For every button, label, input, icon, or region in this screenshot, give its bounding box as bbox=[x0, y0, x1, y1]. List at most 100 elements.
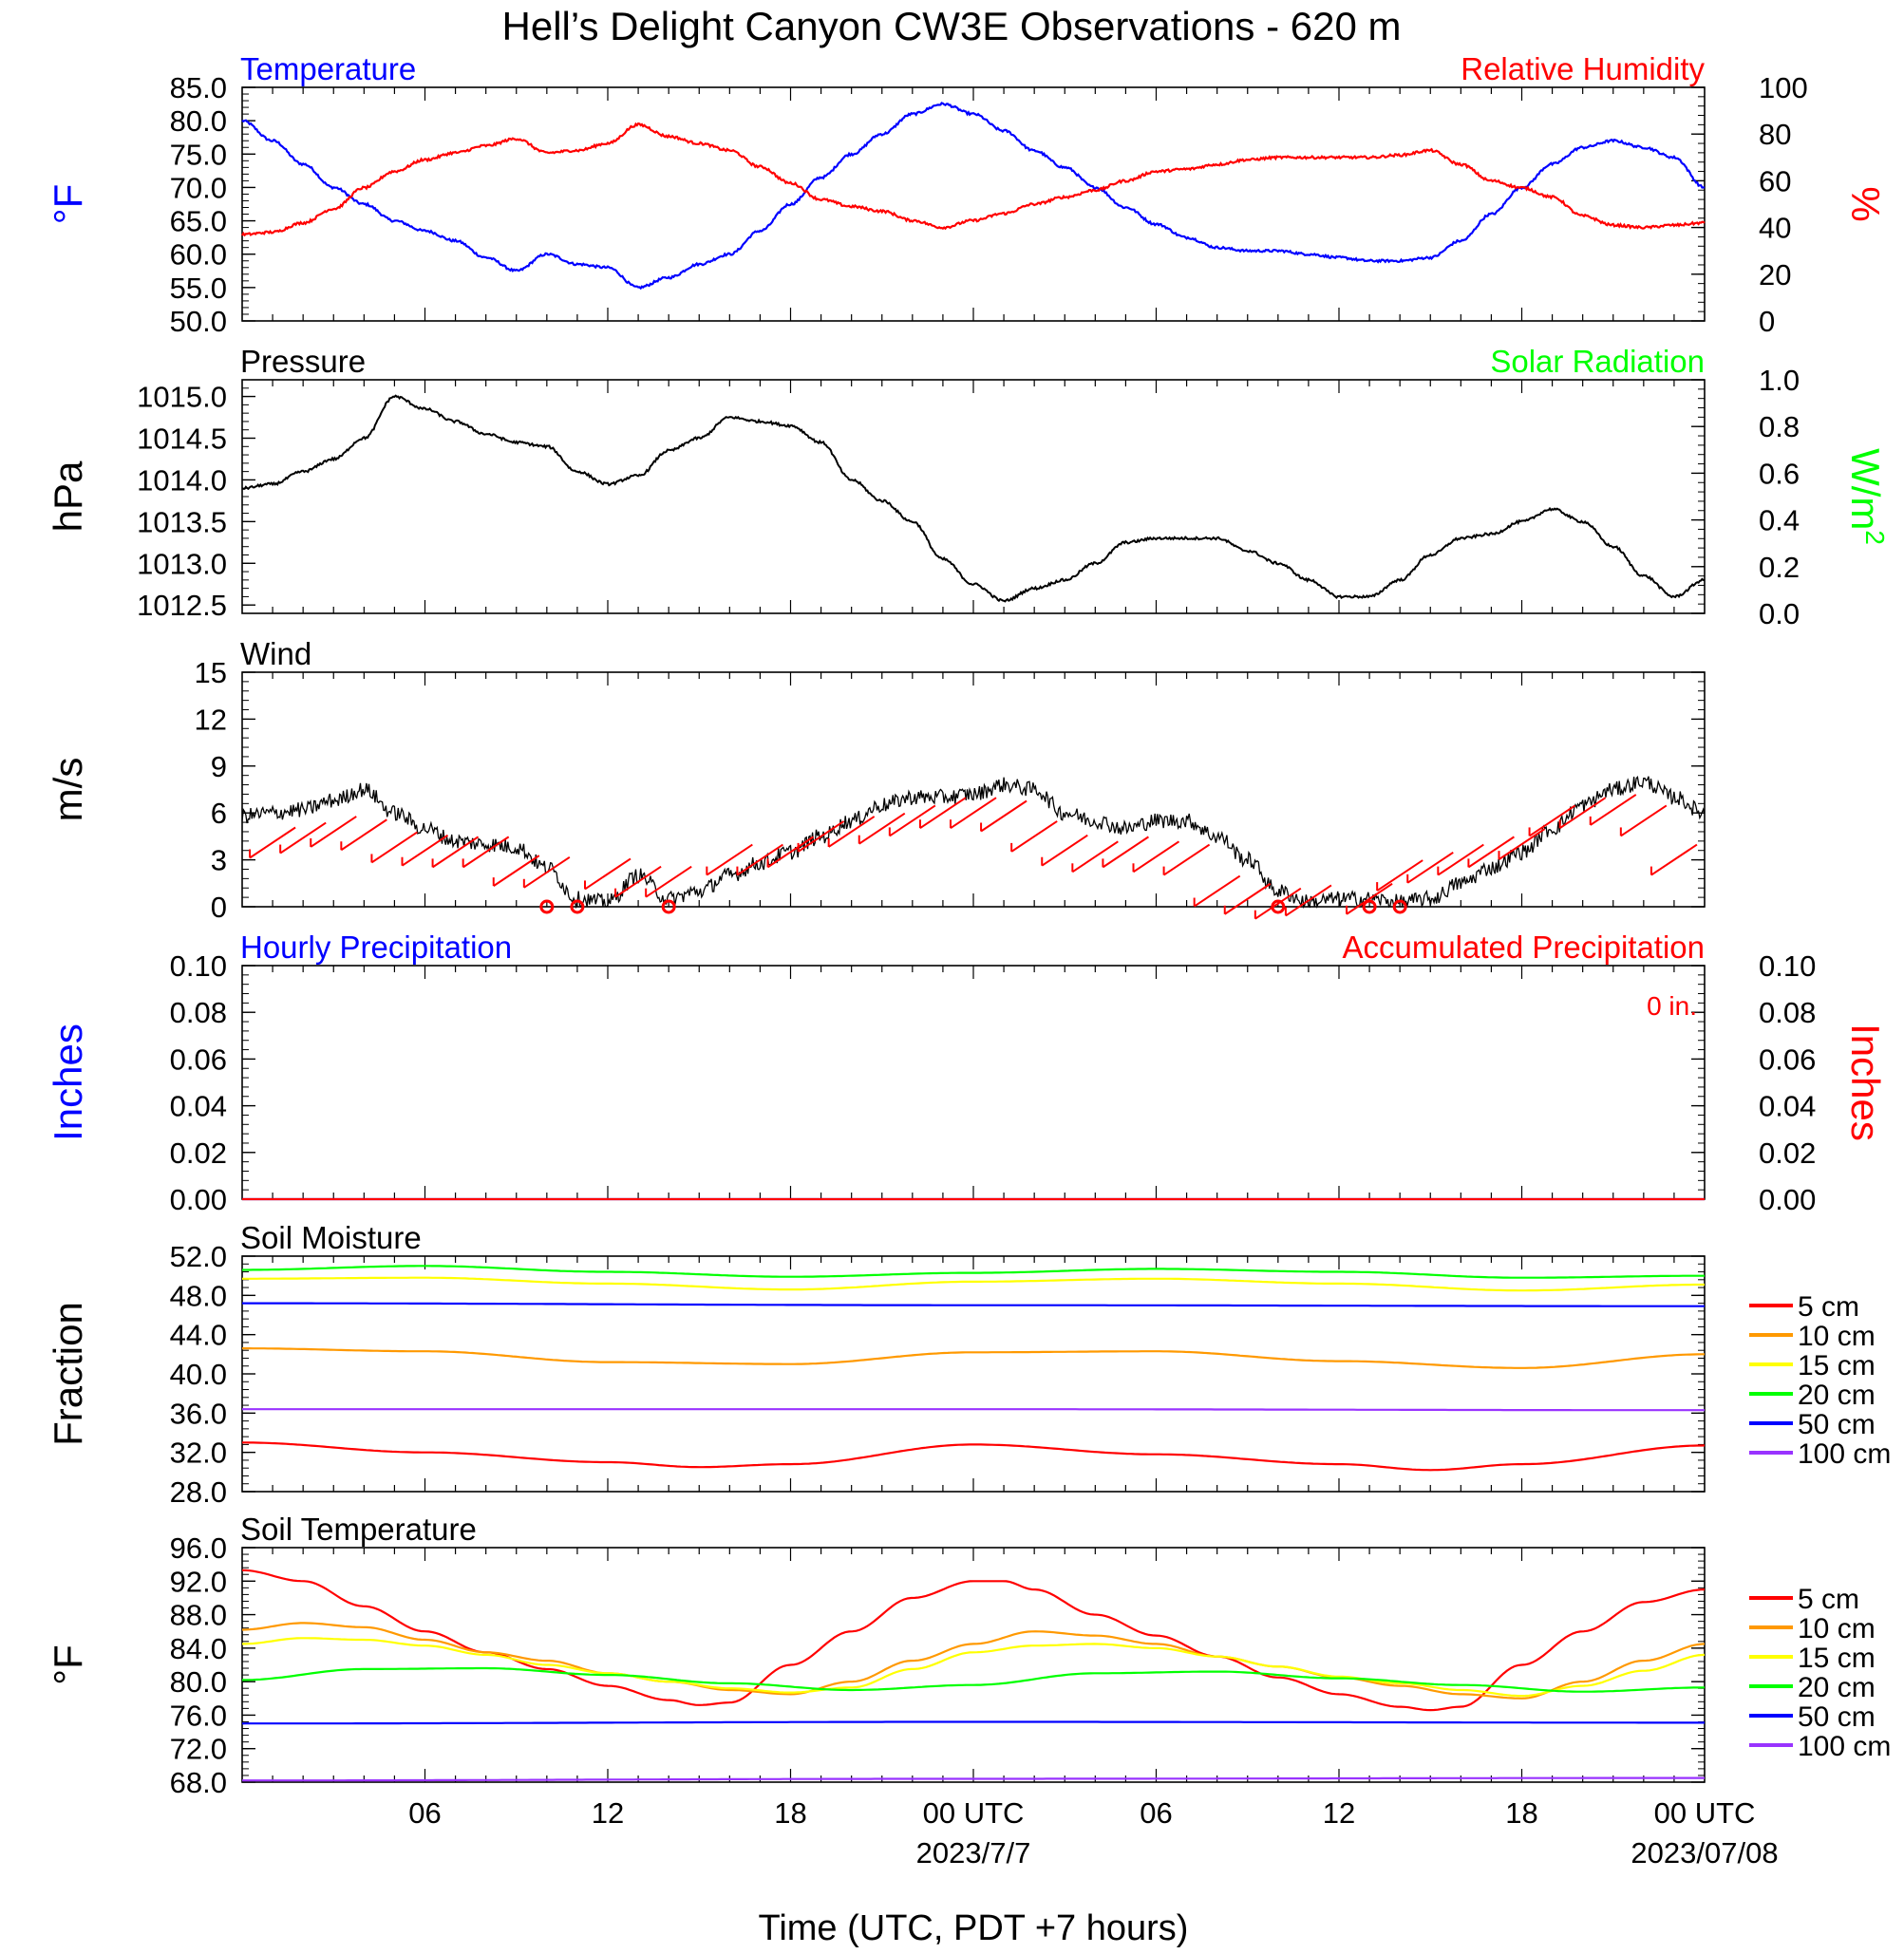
x-tick-label: 18 bbox=[774, 1796, 806, 1830]
plots-container: 85.080.075.070.065.060.055.050.010080604… bbox=[46, 51, 1891, 1799]
wind-barb bbox=[1071, 840, 1119, 874]
y-right-tick-label: 60 bbox=[1759, 164, 1791, 197]
y-right-tick-label: 0.06 bbox=[1759, 1043, 1816, 1076]
calm-wind-marker bbox=[570, 899, 585, 914]
y-right-tick-label: 0.0 bbox=[1759, 597, 1800, 630]
y-tick-label: 9 bbox=[211, 750, 227, 783]
panel-title-left: Temperature bbox=[240, 51, 416, 86]
wind-barb bbox=[1285, 884, 1332, 917]
y-right-tick-label: 0.6 bbox=[1759, 457, 1800, 490]
y-tick-label: 15 bbox=[195, 656, 227, 689]
y-tick-label: 0.06 bbox=[170, 1043, 227, 1076]
panel-wind: 15 12 9 6 3 0 Wind m/s bbox=[46, 636, 1706, 924]
series-line-15-cm bbox=[242, 1637, 1706, 1698]
series-line-100-cm bbox=[242, 1776, 1705, 1782]
y-axis-title-left: hPa bbox=[46, 460, 90, 532]
legend-label: 5 cm bbox=[1798, 1584, 1859, 1615]
panel-frame bbox=[241, 86, 1706, 322]
y-right-tick-label: 0 bbox=[1759, 305, 1775, 338]
y-tick-label: 0.08 bbox=[170, 996, 227, 1029]
y-tick-label: 6 bbox=[211, 797, 227, 830]
legend-label: 5 cm bbox=[1798, 1291, 1859, 1323]
series-line-5-cm bbox=[242, 1441, 1706, 1472]
y-axis-title-left: Inches bbox=[46, 1024, 90, 1141]
wind-barb bbox=[1559, 797, 1607, 830]
wind-barb bbox=[1194, 874, 1241, 908]
wind-barb bbox=[1041, 834, 1088, 867]
y-axis-title-right: Inches bbox=[1843, 1024, 1888, 1141]
legend-label: 20 cm bbox=[1798, 1672, 1876, 1703]
wind-barb bbox=[919, 797, 967, 830]
y-tick-label: 3 bbox=[211, 844, 227, 877]
series-line-50-cm bbox=[241, 1720, 1705, 1725]
x-tick-label: 18 bbox=[1505, 1796, 1537, 1830]
series-line-20-cm bbox=[242, 1265, 1705, 1279]
x-tick-label: 12 bbox=[592, 1796, 624, 1830]
accumulation-annotation: 0 in. bbox=[1647, 991, 1697, 1021]
y-tick-label: 84.0 bbox=[170, 1632, 227, 1665]
wind-barb bbox=[1650, 843, 1698, 876]
wind-barb bbox=[828, 816, 876, 848]
x-tick-label: 00 UTC bbox=[1654, 1796, 1756, 1830]
y-axis-title-right-superscript: 2 bbox=[1861, 530, 1891, 545]
calm-wind-marker bbox=[1392, 899, 1407, 914]
wind-barb bbox=[645, 865, 692, 898]
legend-label: 15 cm bbox=[1798, 1350, 1876, 1381]
panel-title-left: Wind bbox=[240, 636, 311, 671]
y-right-tick-label: 100 bbox=[1759, 71, 1808, 104]
wind-barb bbox=[1498, 828, 1546, 860]
y-tick-label: 1012.5 bbox=[137, 589, 227, 622]
wind-barb bbox=[523, 855, 571, 889]
y-tick-label: 55.0 bbox=[170, 272, 227, 305]
wind-barb bbox=[1590, 794, 1637, 826]
wind-barb bbox=[1254, 887, 1302, 920]
y-tick-label: 40.0 bbox=[170, 1358, 227, 1391]
legend-label: 20 cm bbox=[1798, 1380, 1876, 1411]
wind-barb bbox=[401, 834, 449, 867]
y-tick-label: 72.0 bbox=[170, 1733, 227, 1766]
y-tick-label: 48.0 bbox=[170, 1279, 227, 1312]
wind-barb bbox=[1224, 882, 1272, 915]
panel-title-left: Hourly Precipitation bbox=[240, 930, 512, 965]
series-line-100-cm bbox=[242, 1408, 1705, 1412]
wind-barb bbox=[1163, 843, 1211, 876]
legend-label: 50 cm bbox=[1798, 1409, 1876, 1440]
y-right-tick-label: 0.4 bbox=[1759, 504, 1800, 537]
wind-barb bbox=[370, 831, 418, 864]
legend-label: 15 cm bbox=[1798, 1643, 1876, 1674]
y-tick-label: 0 bbox=[211, 891, 227, 924]
panel-temp_rh: 85.080.075.070.065.060.055.050.0 100 80 60 4… bbox=[46, 51, 1888, 338]
wind-barb bbox=[798, 820, 845, 853]
wind-barb bbox=[1529, 804, 1576, 837]
y-tick-label: 1014.0 bbox=[137, 463, 227, 497]
panel-precip: 0.10 0.08 0.06 0.04 0.02 0.00 0.10 0.08 0.06 0.04… bbox=[46, 930, 1888, 1216]
panel-title-left: Soil Moisture bbox=[240, 1220, 422, 1255]
calm-wind-marker bbox=[1271, 899, 1286, 914]
y-tick-label: 70.0 bbox=[170, 171, 227, 204]
wind-barb bbox=[1620, 804, 1668, 837]
y-tick-label: 36.0 bbox=[170, 1397, 227, 1430]
y-tick-label: 92.0 bbox=[170, 1565, 227, 1598]
wind-barb bbox=[1406, 852, 1454, 884]
panel-frame bbox=[241, 965, 1706, 1200]
y-axis-title-left: m/s bbox=[46, 758, 90, 822]
y-right-tick-label: 40 bbox=[1759, 212, 1791, 245]
y-right-tick-label: 0.08 bbox=[1759, 996, 1816, 1029]
x-axis-title: Time (UTC, PDT +7 hours) bbox=[759, 1908, 1189, 1948]
wind-barb bbox=[1346, 882, 1393, 915]
series-line-10-cm bbox=[242, 1346, 1705, 1369]
y-axis-title-right-main: W/m bbox=[1843, 448, 1888, 530]
y-tick-label: 65.0 bbox=[170, 205, 227, 238]
wind-barb bbox=[493, 855, 540, 887]
wind-barb bbox=[858, 812, 906, 845]
y-tick-label: 88.0 bbox=[170, 1599, 227, 1632]
series-line-5-cm bbox=[241, 1569, 1706, 1712]
series-line-15-cm bbox=[242, 1276, 1705, 1292]
y-axis-title-right: W/m2 bbox=[1843, 448, 1891, 545]
y-right-tick-label: 80 bbox=[1759, 118, 1791, 151]
y-right-tick-label: 0.02 bbox=[1759, 1137, 1816, 1170]
y-right-tick-label: 0.8 bbox=[1759, 410, 1800, 443]
panel-soil_moisture: 52.0 48.0 44.0 40.0 36.0 32.0 28.0 Soil Moistur… bbox=[46, 1220, 1891, 1509]
panel-title-right: Relative Humidity bbox=[1461, 51, 1705, 86]
